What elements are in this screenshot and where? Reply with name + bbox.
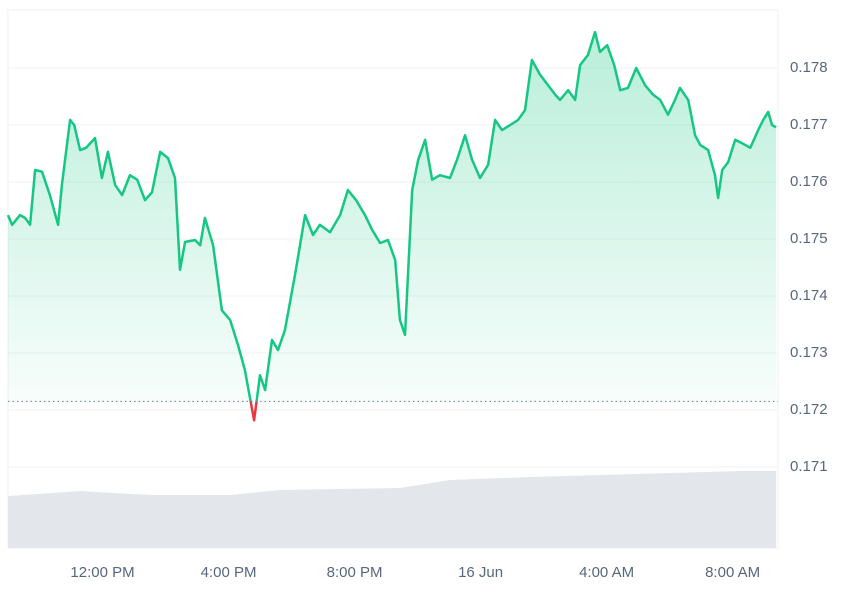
x-tick-label: 16 Jun: [458, 564, 503, 581]
y-tick-label: 0.178: [790, 59, 828, 76]
x-tick-label: 4:00 PM: [201, 564, 257, 581]
volume-area: [8, 471, 777, 548]
y-tick-label: 0.171: [790, 458, 828, 475]
x-tick-label: 4:00 AM: [579, 564, 634, 581]
y-tick-label: 0.177: [790, 116, 828, 133]
y-tick-label: 0.175: [790, 230, 828, 247]
y-tick-label: 0.172: [790, 401, 828, 418]
y-tick-label: 0.173: [790, 344, 828, 361]
x-tick-label: 8:00 AM: [705, 564, 760, 581]
price-line: [6, 30, 777, 402]
y-tick-label: 0.176: [790, 173, 828, 190]
price-area: [8, 32, 777, 402]
y-tick-label: 0.174: [790, 287, 828, 304]
x-tick-label: 8:00 PM: [327, 564, 383, 581]
x-tick-label: 12:00 PM: [70, 564, 134, 581]
